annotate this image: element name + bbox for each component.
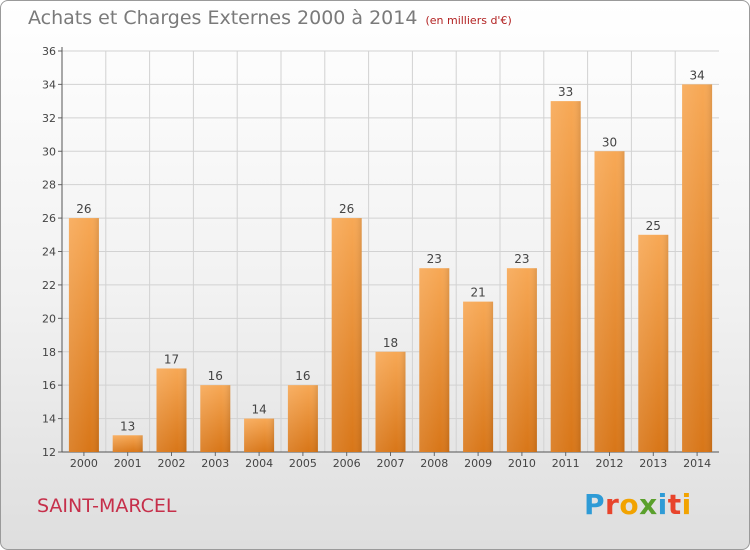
bar-shade [682, 84, 713, 453]
x-tick-label: 2012 [596, 457, 624, 470]
brand-letter: r [605, 488, 620, 521]
x-tick-label: 2006 [333, 457, 361, 470]
bar-value-label: 17 [164, 352, 179, 366]
brand-logo: Proxiti [584, 488, 692, 521]
x-tick-label: 2002 [158, 457, 186, 470]
x-tick-label: 2008 [420, 457, 448, 470]
x-tick-label: 2010 [508, 457, 536, 470]
bar-value-label: 26 [339, 202, 354, 216]
bar-value-label: 14 [251, 403, 266, 417]
y-tick-label: 20 [42, 312, 56, 325]
x-tick-label: 2001 [114, 457, 142, 470]
y-tick-label: 34 [42, 78, 56, 91]
y-tick-label: 22 [42, 279, 56, 292]
brand-letter: o [619, 488, 640, 521]
bar-shade [331, 218, 362, 452]
y-tick-label: 14 [42, 413, 56, 426]
bar-chart: 12 14 16 18 20 22 24 26 28 30 32 34 36 2000 2001 2002 20… [42, 45, 719, 470]
location-label: SAINT-MARCEL [37, 495, 177, 517]
bar-value-label: 23 [514, 252, 529, 266]
brand-letter: t [667, 488, 682, 521]
bar-value-label: 13 [120, 419, 135, 433]
bar-value-label: 25 [646, 219, 661, 233]
chart-title: Achats et Charges Externes 2000 à 2014 (e… [28, 7, 512, 29]
brand-letter: i [681, 488, 692, 521]
bar-shade [463, 301, 494, 452]
bar-value-label: 23 [427, 252, 442, 266]
y-tick-label: 32 [42, 112, 56, 125]
x-tick-label: 2014 [683, 457, 711, 470]
y-tick-label: 26 [42, 212, 56, 225]
x-tick-label: 2004 [245, 457, 273, 470]
title-text: Achats et Charges Externes 2000 à 2014 [28, 7, 418, 29]
bar-shade [200, 385, 231, 452]
y-tick-label: 24 [42, 246, 56, 259]
axes: 12 14 16 18 20 22 24 26 28 30 32 34 36 2000 2001 2002 20… [42, 45, 719, 470]
bars: 26 13 17 16 14 16 26 18 23 21 23 33 30 25 34 [68, 68, 713, 453]
bar-value-label: 21 [470, 286, 485, 300]
bar-value-label: 33 [558, 85, 573, 99]
y-tick-label: 16 [42, 379, 56, 392]
y-tick-label: 12 [42, 446, 56, 459]
bar-shade [375, 351, 406, 452]
brand-letter: i [657, 488, 668, 521]
x-tick-label: 2005 [289, 457, 317, 470]
x-tick-label: 2007 [377, 457, 405, 470]
bar-shade [287, 385, 318, 452]
bar-shade [112, 435, 143, 452]
bar-value-label: 16 [208, 369, 223, 383]
bar-value-label: 26 [76, 202, 91, 216]
x-tick-label: 2003 [201, 457, 229, 470]
x-tick-label: 2011 [552, 457, 580, 470]
bar-shade [68, 218, 99, 452]
bar-shade [419, 268, 450, 452]
bar-shade [156, 368, 187, 452]
bar-shade [638, 234, 669, 452]
bar-shade [550, 101, 581, 452]
y-tick-label: 18 [42, 346, 56, 359]
bar-value-label: 16 [295, 369, 310, 383]
y-tick-label: 28 [42, 179, 56, 192]
chart-subtitle: (en milliers d'€) [425, 14, 512, 27]
brand-letter: x [639, 488, 658, 521]
y-tick-label: 36 [42, 45, 56, 58]
y-tick-label: 30 [42, 145, 56, 158]
bar-value-label: 34 [689, 68, 704, 82]
brand-letter: P [584, 488, 606, 521]
bar-value-label: 18 [383, 336, 398, 350]
x-tick-label: 2009 [464, 457, 492, 470]
bar-value-label: 30 [602, 135, 617, 149]
x-tick-label: 2013 [639, 457, 667, 470]
bar-shade [244, 418, 275, 452]
bar-shade [594, 151, 625, 452]
x-tick-label: 2000 [70, 457, 98, 470]
bar-shade [506, 268, 537, 452]
